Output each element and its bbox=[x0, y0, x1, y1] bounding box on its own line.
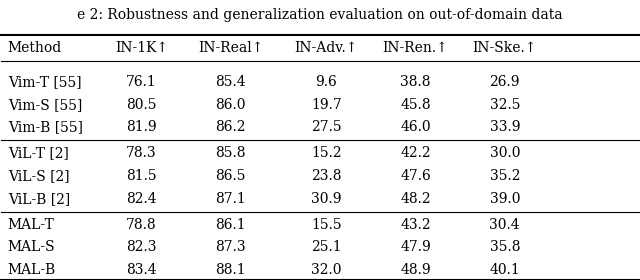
Text: MAL-B: MAL-B bbox=[8, 263, 56, 277]
Text: IN-Ren.↑: IN-Ren.↑ bbox=[383, 41, 449, 55]
Text: 78.8: 78.8 bbox=[126, 218, 157, 232]
Text: 30.0: 30.0 bbox=[490, 146, 520, 160]
Text: 48.9: 48.9 bbox=[400, 263, 431, 277]
Text: e 2: Robustness and generalization evaluation on out-of-domain data: e 2: Robustness and generalization evalu… bbox=[77, 8, 563, 22]
Text: MAL-S: MAL-S bbox=[8, 240, 56, 254]
Text: 80.5: 80.5 bbox=[126, 98, 157, 112]
Text: 15.2: 15.2 bbox=[311, 146, 342, 160]
Text: 38.8: 38.8 bbox=[401, 75, 431, 89]
Text: 43.2: 43.2 bbox=[400, 218, 431, 232]
Text: 86.0: 86.0 bbox=[216, 98, 246, 112]
Text: 30.4: 30.4 bbox=[490, 218, 520, 232]
Text: 26.9: 26.9 bbox=[490, 75, 520, 89]
Text: 40.1: 40.1 bbox=[490, 263, 520, 277]
Text: 32.0: 32.0 bbox=[311, 263, 342, 277]
Text: 88.1: 88.1 bbox=[216, 263, 246, 277]
Text: 83.4: 83.4 bbox=[126, 263, 157, 277]
Text: Vim-S [55]: Vim-S [55] bbox=[8, 98, 82, 112]
Text: ViL-S [2]: ViL-S [2] bbox=[8, 169, 69, 183]
Text: 82.4: 82.4 bbox=[126, 192, 157, 206]
Text: Vim-B [55]: Vim-B [55] bbox=[8, 120, 83, 134]
Text: 19.7: 19.7 bbox=[311, 98, 342, 112]
Text: Vim-T [55]: Vim-T [55] bbox=[8, 75, 81, 89]
Text: 27.5: 27.5 bbox=[311, 120, 342, 134]
Text: MAL-T: MAL-T bbox=[8, 218, 54, 232]
Text: 35.8: 35.8 bbox=[490, 240, 520, 254]
Text: Method: Method bbox=[8, 41, 62, 55]
Text: 82.3: 82.3 bbox=[126, 240, 157, 254]
Text: 33.9: 33.9 bbox=[490, 120, 520, 134]
Text: IN-1K↑: IN-1K↑ bbox=[115, 41, 168, 55]
Text: 46.0: 46.0 bbox=[400, 120, 431, 134]
Text: IN-Ske.↑: IN-Ske.↑ bbox=[472, 41, 537, 55]
Text: ViL-T [2]: ViL-T [2] bbox=[8, 146, 68, 160]
Text: 23.8: 23.8 bbox=[311, 169, 342, 183]
Text: ViL-B [2]: ViL-B [2] bbox=[8, 192, 70, 206]
Text: 87.1: 87.1 bbox=[216, 192, 246, 206]
Text: 85.4: 85.4 bbox=[216, 75, 246, 89]
Text: 47.9: 47.9 bbox=[400, 240, 431, 254]
Text: 81.9: 81.9 bbox=[126, 120, 157, 134]
Text: 85.8: 85.8 bbox=[216, 146, 246, 160]
Text: 86.5: 86.5 bbox=[216, 169, 246, 183]
Text: 9.6: 9.6 bbox=[316, 75, 337, 89]
Text: 47.6: 47.6 bbox=[400, 169, 431, 183]
Text: 35.2: 35.2 bbox=[490, 169, 520, 183]
Text: 39.0: 39.0 bbox=[490, 192, 520, 206]
Text: 15.5: 15.5 bbox=[311, 218, 342, 232]
Text: 32.5: 32.5 bbox=[490, 98, 520, 112]
Text: 30.9: 30.9 bbox=[311, 192, 342, 206]
Text: 78.3: 78.3 bbox=[126, 146, 157, 160]
Text: 86.2: 86.2 bbox=[216, 120, 246, 134]
Text: 48.2: 48.2 bbox=[400, 192, 431, 206]
Text: 81.5: 81.5 bbox=[126, 169, 157, 183]
Text: IN-Adv.↑: IN-Adv.↑ bbox=[294, 41, 358, 55]
Text: 86.1: 86.1 bbox=[216, 218, 246, 232]
Text: 87.3: 87.3 bbox=[216, 240, 246, 254]
Text: 76.1: 76.1 bbox=[126, 75, 157, 89]
Text: 25.1: 25.1 bbox=[311, 240, 342, 254]
Text: 42.2: 42.2 bbox=[400, 146, 431, 160]
Text: IN-Real↑: IN-Real↑ bbox=[198, 41, 264, 55]
Text: 45.8: 45.8 bbox=[400, 98, 431, 112]
